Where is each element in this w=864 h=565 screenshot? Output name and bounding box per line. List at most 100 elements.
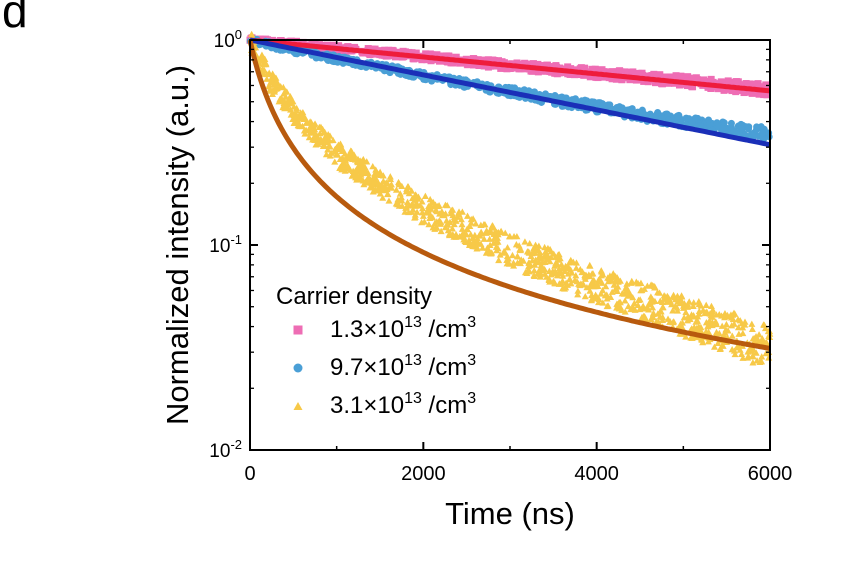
- data-point: [660, 292, 668, 299]
- data-point: [259, 55, 267, 62]
- data-point: [709, 306, 717, 313]
- data-point: [578, 268, 586, 276]
- data-point: [753, 357, 761, 364]
- data-point: [728, 87, 736, 95]
- data-point: [608, 75, 616, 83]
- data-point: [512, 241, 520, 248]
- data-point: [669, 307, 677, 314]
- data-point: [699, 306, 707, 314]
- data-point: [508, 251, 516, 259]
- data-point: [551, 280, 559, 287]
- data-point: [351, 43, 359, 51]
- panel-label: d: [2, 0, 28, 37]
- data-point: [597, 290, 605, 297]
- data-point: [532, 256, 540, 263]
- data-point: [473, 245, 481, 252]
- data-point: [748, 352, 756, 360]
- data-point: [541, 243, 549, 251]
- data-point: [693, 75, 701, 83]
- legend-marker-3: [293, 401, 303, 411]
- data-point: [471, 231, 479, 238]
- data-point: [528, 67, 536, 75]
- data-point: [616, 277, 624, 284]
- data-point: [366, 51, 374, 59]
- legend-marker-1: [293, 325, 303, 335]
- data-point: [429, 214, 437, 221]
- data-point: [509, 259, 517, 266]
- data-point: [624, 106, 632, 114]
- data-point: [531, 88, 539, 96]
- data-point: [762, 81, 770, 89]
- data-point: [325, 142, 333, 149]
- data-point: [265, 83, 273, 90]
- data-point: [556, 254, 564, 262]
- data-point: [613, 274, 621, 281]
- data-point: [322, 150, 330, 158]
- data-point: [402, 204, 410, 211]
- data-point: [608, 277, 616, 284]
- data-point: [452, 53, 460, 61]
- data-point: [574, 291, 582, 298]
- data-point: [338, 145, 346, 152]
- data-point: [554, 261, 562, 268]
- data-point: [492, 239, 500, 246]
- data-point: [689, 302, 697, 309]
- data-point: [561, 267, 569, 275]
- data-point: [659, 303, 667, 311]
- data-point: [671, 302, 679, 310]
- data-point: [505, 232, 513, 240]
- data-point: [545, 267, 553, 274]
- data-point: [470, 239, 478, 246]
- data-point: [530, 271, 538, 279]
- data-point: [591, 282, 599, 290]
- data-point: [283, 88, 291, 95]
- data-point: [364, 174, 372, 181]
- data-point: [621, 68, 629, 76]
- data-point: [590, 276, 598, 283]
- data-point: [601, 292, 609, 299]
- data-point: [653, 318, 661, 325]
- data-point: [612, 75, 620, 83]
- data-point: [649, 310, 657, 318]
- data-point: [435, 202, 443, 209]
- data-point: [395, 178, 403, 186]
- data-point: [446, 218, 454, 225]
- data-point: [480, 235, 488, 242]
- data-point: [302, 119, 310, 126]
- data-point: [479, 244, 487, 251]
- data-point: [330, 41, 338, 49]
- data-point: [535, 62, 543, 70]
- data-point: [604, 302, 612, 309]
- data-point: [731, 350, 739, 358]
- data-point: [350, 151, 358, 158]
- x-tick-label: 4000: [574, 463, 619, 485]
- legend-title: Carrier density: [276, 283, 432, 310]
- data-point: [385, 197, 393, 204]
- data-point: [263, 70, 271, 78]
- fit-line-2: [249, 37, 771, 148]
- data-point: [684, 313, 692, 320]
- data-point: [602, 282, 610, 290]
- data-point: [450, 213, 458, 221]
- data-point: [735, 330, 743, 337]
- data-point: [734, 323, 742, 331]
- data-point: [629, 303, 637, 310]
- data-point: [559, 285, 567, 292]
- data-point: [704, 77, 712, 85]
- data-point: [477, 228, 485, 235]
- data-point: [422, 50, 430, 58]
- plot-frame: [249, 39, 771, 451]
- data-point: [495, 256, 503, 264]
- data-point: [405, 189, 413, 197]
- data-point: [639, 71, 647, 79]
- data-point: [646, 300, 654, 307]
- data-point: [569, 258, 577, 265]
- data-point: [715, 329, 723, 337]
- data-point: [472, 220, 480, 227]
- data-point: [450, 216, 458, 223]
- data-point: [523, 248, 531, 255]
- data-point: [299, 115, 307, 122]
- data-point: [677, 320, 685, 327]
- data-point: [379, 194, 387, 201]
